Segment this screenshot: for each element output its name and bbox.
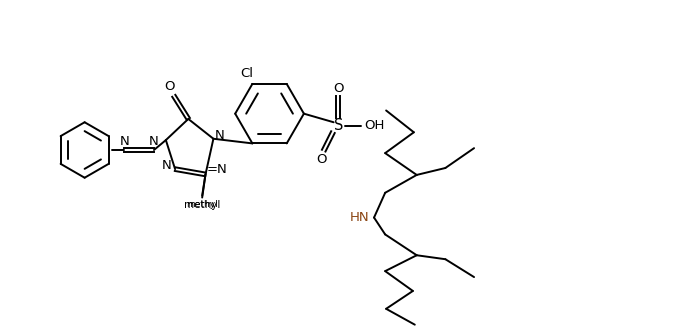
Text: S: S bbox=[334, 118, 343, 133]
Text: Cl: Cl bbox=[240, 67, 254, 80]
Text: N: N bbox=[120, 135, 129, 148]
Text: N: N bbox=[149, 135, 159, 148]
Text: O: O bbox=[316, 154, 327, 166]
Text: =N: =N bbox=[207, 163, 227, 175]
Text: N: N bbox=[215, 129, 225, 142]
Text: O: O bbox=[333, 82, 343, 95]
Text: N: N bbox=[162, 159, 171, 172]
Text: methyl: methyl bbox=[187, 200, 218, 209]
Text: methyl: methyl bbox=[184, 200, 220, 210]
Text: OH: OH bbox=[364, 119, 385, 132]
Text: HN: HN bbox=[350, 211, 369, 224]
Text: O: O bbox=[164, 80, 175, 93]
